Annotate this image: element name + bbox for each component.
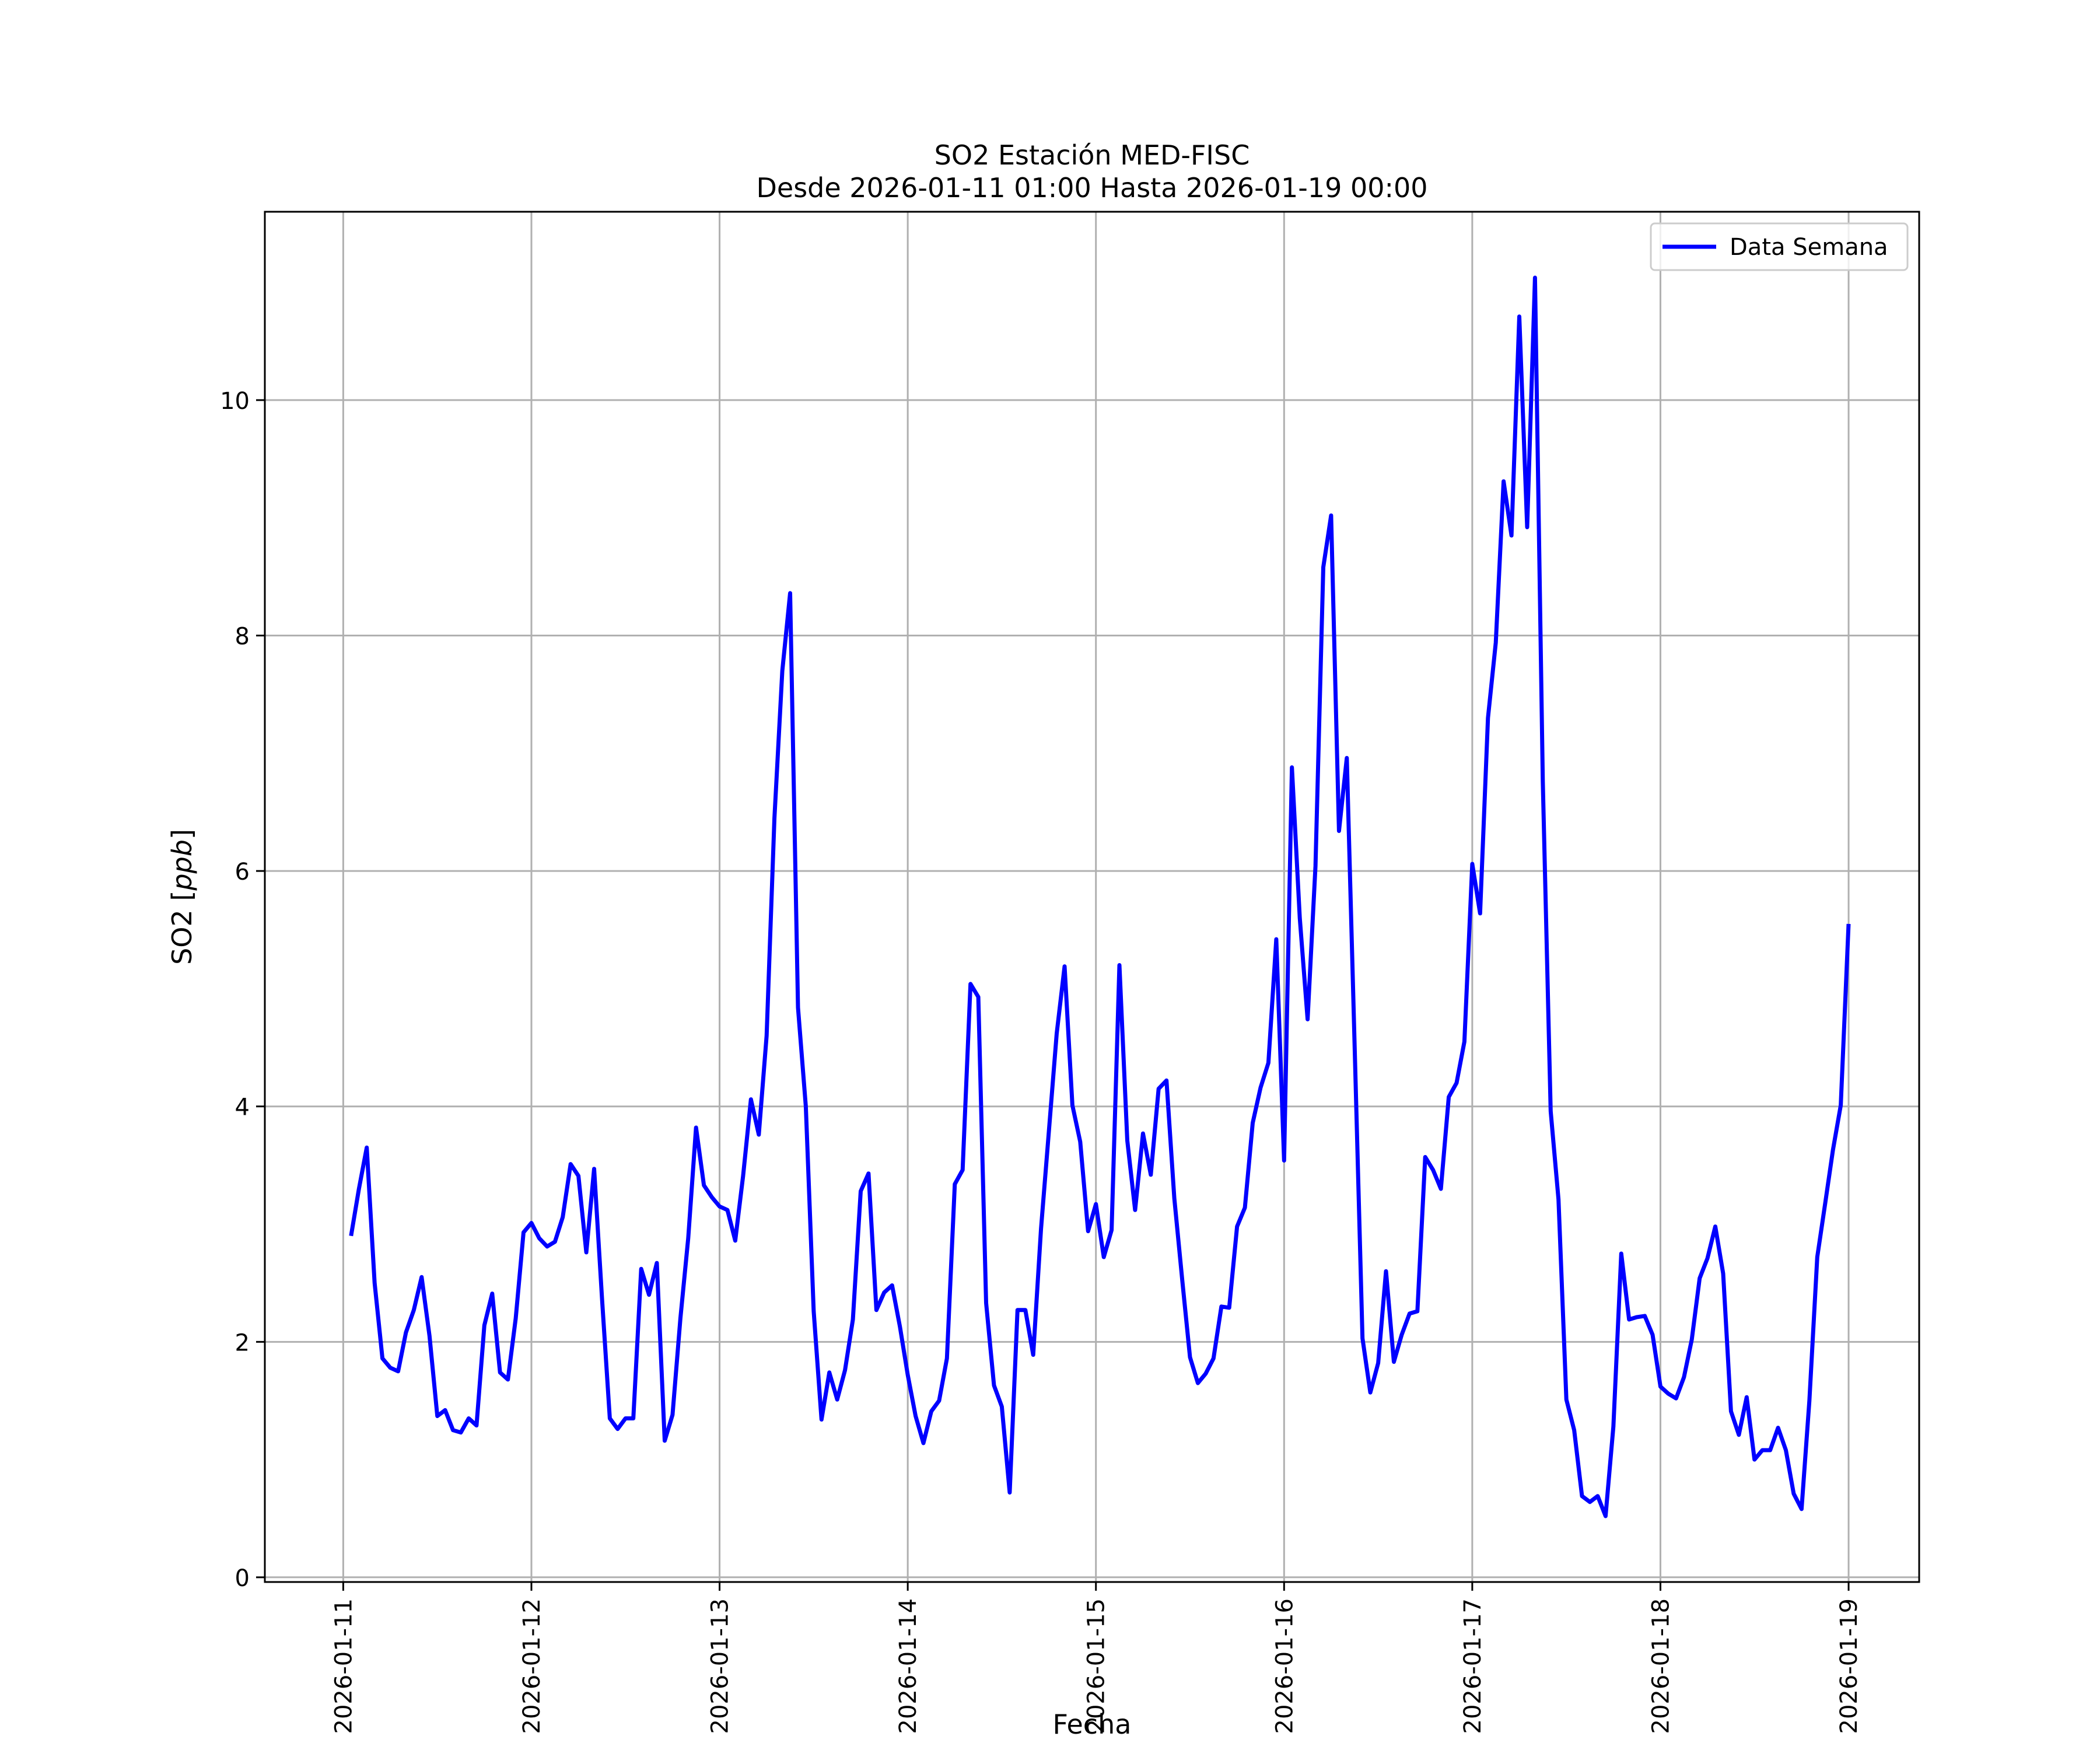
plot-area-frame <box>264 211 1920 1583</box>
x-tick-label: 2026-01-13 <box>707 1598 734 1734</box>
x-tick-label: 2026-01-14 <box>895 1598 922 1734</box>
x-tick-label: 2026-01-16 <box>1271 1598 1298 1734</box>
x-tick-label: 2026-01-18 <box>1647 1598 1674 1734</box>
x-tick-label: 2026-01-12 <box>519 1598 545 1734</box>
chart-subtitle: Desde 2026-01-11 01:00 Hasta 2026-01-19 … <box>756 172 1427 204</box>
y-axis-label-unit: ppb <box>166 839 198 891</box>
grid-lines <box>265 212 1919 1582</box>
legend-box <box>1650 222 1909 271</box>
y-tick-label: 6 <box>235 859 250 886</box>
x-tick-label: 2026-01-17 <box>1460 1598 1486 1734</box>
legend-label-data-semana: Data Semana <box>1730 234 1888 261</box>
data-series <box>349 275 1851 1518</box>
x-tick-label: 2026-01-19 <box>1836 1598 1863 1734</box>
legend: Data Semana <box>1650 222 1909 271</box>
chart-title: SO2 Estación MED-FISC <box>935 139 1250 171</box>
y-axis-label: SO2 [ppb] <box>166 829 198 965</box>
x-tick-label: 2026-01-15 <box>1083 1598 1110 1734</box>
y-tick-label: 0 <box>235 1565 250 1592</box>
x-axis-ticks: 2026-01-11 2026-01-12 2026-01-13 2026-01-14… <box>330 1582 1863 1734</box>
y-tick-label: 4 <box>235 1094 250 1121</box>
y-axis-label-prefix: SO2 [ <box>166 891 198 965</box>
x-tick-label: 2026-01-11 <box>330 1598 357 1734</box>
y-axis-label-suffix: ] <box>166 829 198 839</box>
y-axis-ticks: 0 2 4 6 8 10 <box>220 388 265 1592</box>
y-tick-label: 8 <box>235 623 250 650</box>
y-tick-label: 10 <box>220 388 250 415</box>
series-line-data-semana <box>349 275 1851 1518</box>
y-tick-label: 2 <box>235 1329 250 1356</box>
x-axis-label: Fecha <box>1053 1709 1132 1740</box>
